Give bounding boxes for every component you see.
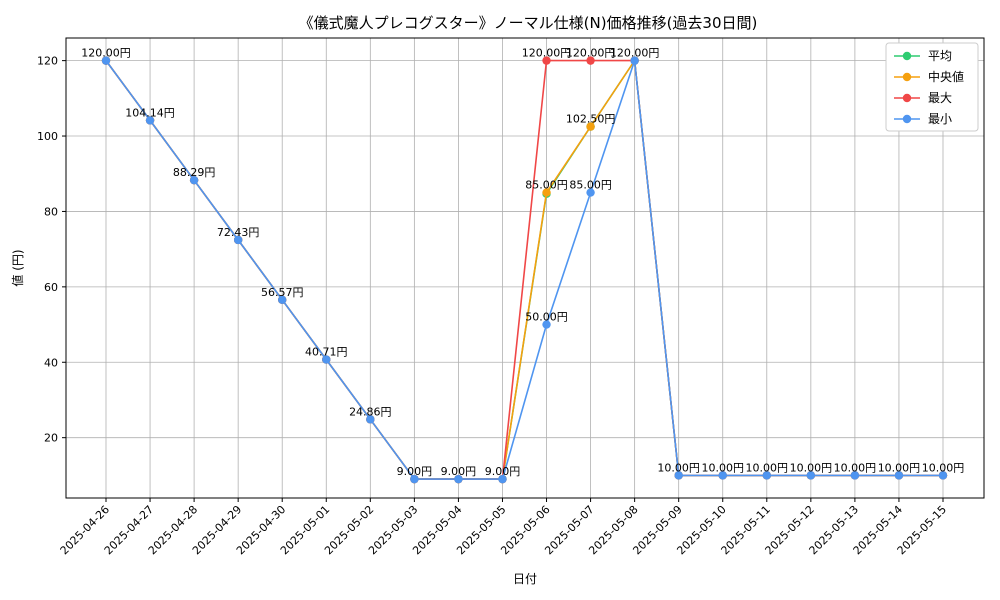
y-tick-label: 120 [37,55,58,68]
data-label: 50.00円 [525,311,568,324]
data-label: 120.00円 [522,47,572,60]
data-label: 102.50円 [566,113,616,126]
data-label: 120.00円 [610,47,660,60]
data-label: 104.14円 [125,106,175,119]
data-point [850,471,860,480]
data-point [410,474,419,484]
legend-item: 中央値 [894,69,964,84]
series-group [101,56,948,484]
data-label: 9.00円 [441,465,477,478]
data-label: 85.00円 [525,179,568,192]
legend-label: 平均 [928,49,952,63]
legend-swatch-marker [902,114,912,124]
data-point [454,474,463,484]
data-point [542,188,551,197]
data-point [233,235,243,245]
data-point [762,471,771,480]
series-最大 [101,56,948,484]
y-tick-label: 40 [44,356,58,369]
data-label: 56.57円 [261,286,304,299]
data-point [542,56,551,65]
data-label: 120.00円 [81,47,131,60]
series-line [105,60,943,480]
data-point [806,471,816,480]
chart-title: 《儀式魔人プレコグスター》ノーマル仕様(N)価格推移(過去30日間) [299,14,758,32]
data-label: 9.00円 [397,465,433,478]
data-label: 10.00円 [657,461,700,474]
data-label: 85.00円 [569,179,612,192]
data-point [189,175,199,185]
data-point [278,295,287,304]
data-point [674,471,683,480]
data-label: 10.00円 [878,461,921,474]
y-tick-label: 80 [44,205,58,218]
data-label: 120.00円 [566,47,616,60]
legend-swatch-marker [902,51,912,61]
legend-swatch-marker [902,72,912,82]
legend-item: 平均 [894,49,952,63]
x-axis-label: 日付 [513,572,537,586]
data-label: 10.00円 [701,461,744,474]
data-point [938,471,948,480]
x-axis-ticks: 2025-04-262025-04-272025-04-282025-04-29… [58,498,949,557]
data-labels: 120.00円 104.14円 88.29円 72.43円 56.57円 40.71円 24… [81,47,964,479]
series-line [105,59,943,480]
data-label: 88.29円 [173,166,216,179]
data-label: 72.43円 [217,226,260,239]
data-point [498,474,507,484]
y-axis-ticks: 20 40 60 80 100 120 [37,55,66,445]
data-point [630,56,639,65]
y-tick-label: 60 [44,281,58,294]
series-最小 [101,56,948,484]
data-label: 10.00円 [746,461,789,474]
plot-frame [65,37,985,499]
data-label: 24.86円 [349,405,392,418]
grid [66,38,984,498]
data-label: 10.00円 [790,461,833,474]
data-label: 10.00円 [922,461,965,474]
data-point [586,56,595,65]
legend-item: 最小 [894,112,952,126]
y-axis-label: 値 (円) [10,249,25,286]
data-point [322,355,331,364]
data-label: 40.71円 [305,346,348,359]
data-label: 10.00円 [834,461,877,474]
y-tick-label: 20 [44,432,58,445]
data-point [542,320,551,329]
legend-box [885,42,979,132]
legend-label: 中央値 [928,69,964,84]
data-point [894,471,904,480]
data-point [101,56,111,65]
data-label: 9.00円 [485,465,521,478]
data-point [366,415,375,424]
legend-label: 最大 [928,91,952,105]
legend-label: 最小 [928,112,952,126]
y-tick-label: 100 [37,130,58,143]
data-point [586,188,595,197]
data-point [718,471,727,480]
legend-swatch-marker [902,93,912,103]
data-point [586,122,595,131]
legend-item: 最大 [894,91,952,105]
data-point [145,116,155,125]
